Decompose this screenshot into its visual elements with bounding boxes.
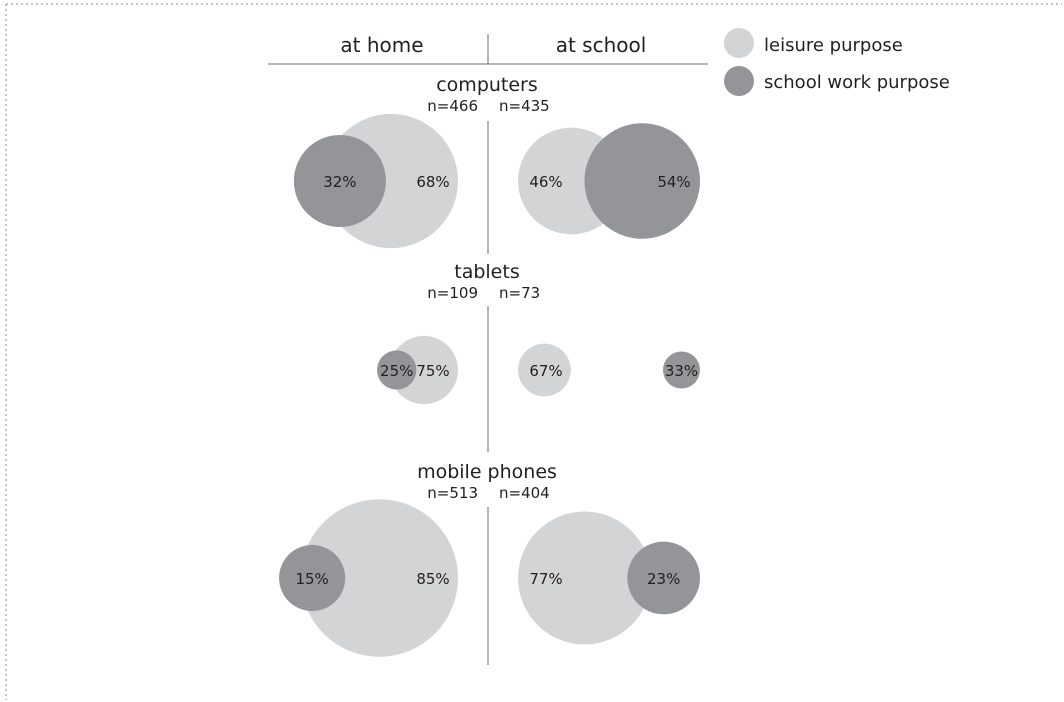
label-computers-home-leisure: 68% <box>416 173 449 191</box>
label-tablets-home-leisure: 75% <box>416 362 449 380</box>
label-computers-school-school-work: 54% <box>657 173 690 191</box>
bubble-tablets-school-leisure <box>518 343 571 397</box>
label-mobile-phones-home-school-work: 15% <box>295 570 328 588</box>
group-title-tablets: tablets <box>454 261 519 283</box>
label-tablets-home-school-work: 25% <box>380 362 413 380</box>
label-mobile-phones-school-school-work: 23% <box>647 570 680 588</box>
bubble-mobile-phones-school-leisure <box>518 511 651 645</box>
legend-label-leisure: leisure purpose <box>764 35 903 56</box>
legend-swatch-school-work <box>724 66 754 96</box>
n-label-tablets-home: n=109 <box>427 284 478 302</box>
label-computers-home-school-work: 32% <box>323 173 356 191</box>
group-title-computers: computers <box>436 74 538 96</box>
bubble-mobile-phones-home-school-work <box>279 544 346 612</box>
label-mobile-phones-home-leisure: 85% <box>416 570 449 588</box>
n-label-computers-school: n=435 <box>499 97 550 115</box>
n-label-computers-home: n=466 <box>427 97 478 115</box>
bubble-tablets-home-leisure <box>389 335 458 405</box>
n-label-tablets-school: n=73 <box>499 284 540 302</box>
label-tablets-school-leisure: 67% <box>529 362 562 380</box>
group-title-mobile-phones: mobile phones <box>417 461 557 483</box>
n-label-mobile-phones-home: n=513 <box>427 484 478 502</box>
label-tablets-school-school-work: 33% <box>665 362 698 380</box>
label-mobile-phones-school-leisure: 77% <box>529 570 562 588</box>
bubble-mobile-phones-home-leisure <box>300 499 458 657</box>
legend-label-school-work: school work purpose <box>764 72 950 93</box>
bubble-computers-home-school-work <box>293 134 386 228</box>
column-header-home: at home <box>340 33 423 57</box>
n-label-mobile-phones-school: n=404 <box>499 484 550 502</box>
label-computers-school-leisure: 46% <box>529 173 562 191</box>
bubbles-layer: 32% 68% 46% 54% 25% 75% 67% 33% 15% 85% 77% 23% <box>279 113 701 657</box>
bubble-mobile-phones-school-school-work <box>627 541 700 615</box>
legend-swatch-leisure <box>724 28 754 58</box>
bubble-tablets-home-school-work <box>377 350 417 390</box>
bubble-computers-school-school-work <box>584 123 700 239</box>
bubble-tablets-school-school-work <box>662 351 701 389</box>
column-header-school: at school <box>556 33 647 57</box>
